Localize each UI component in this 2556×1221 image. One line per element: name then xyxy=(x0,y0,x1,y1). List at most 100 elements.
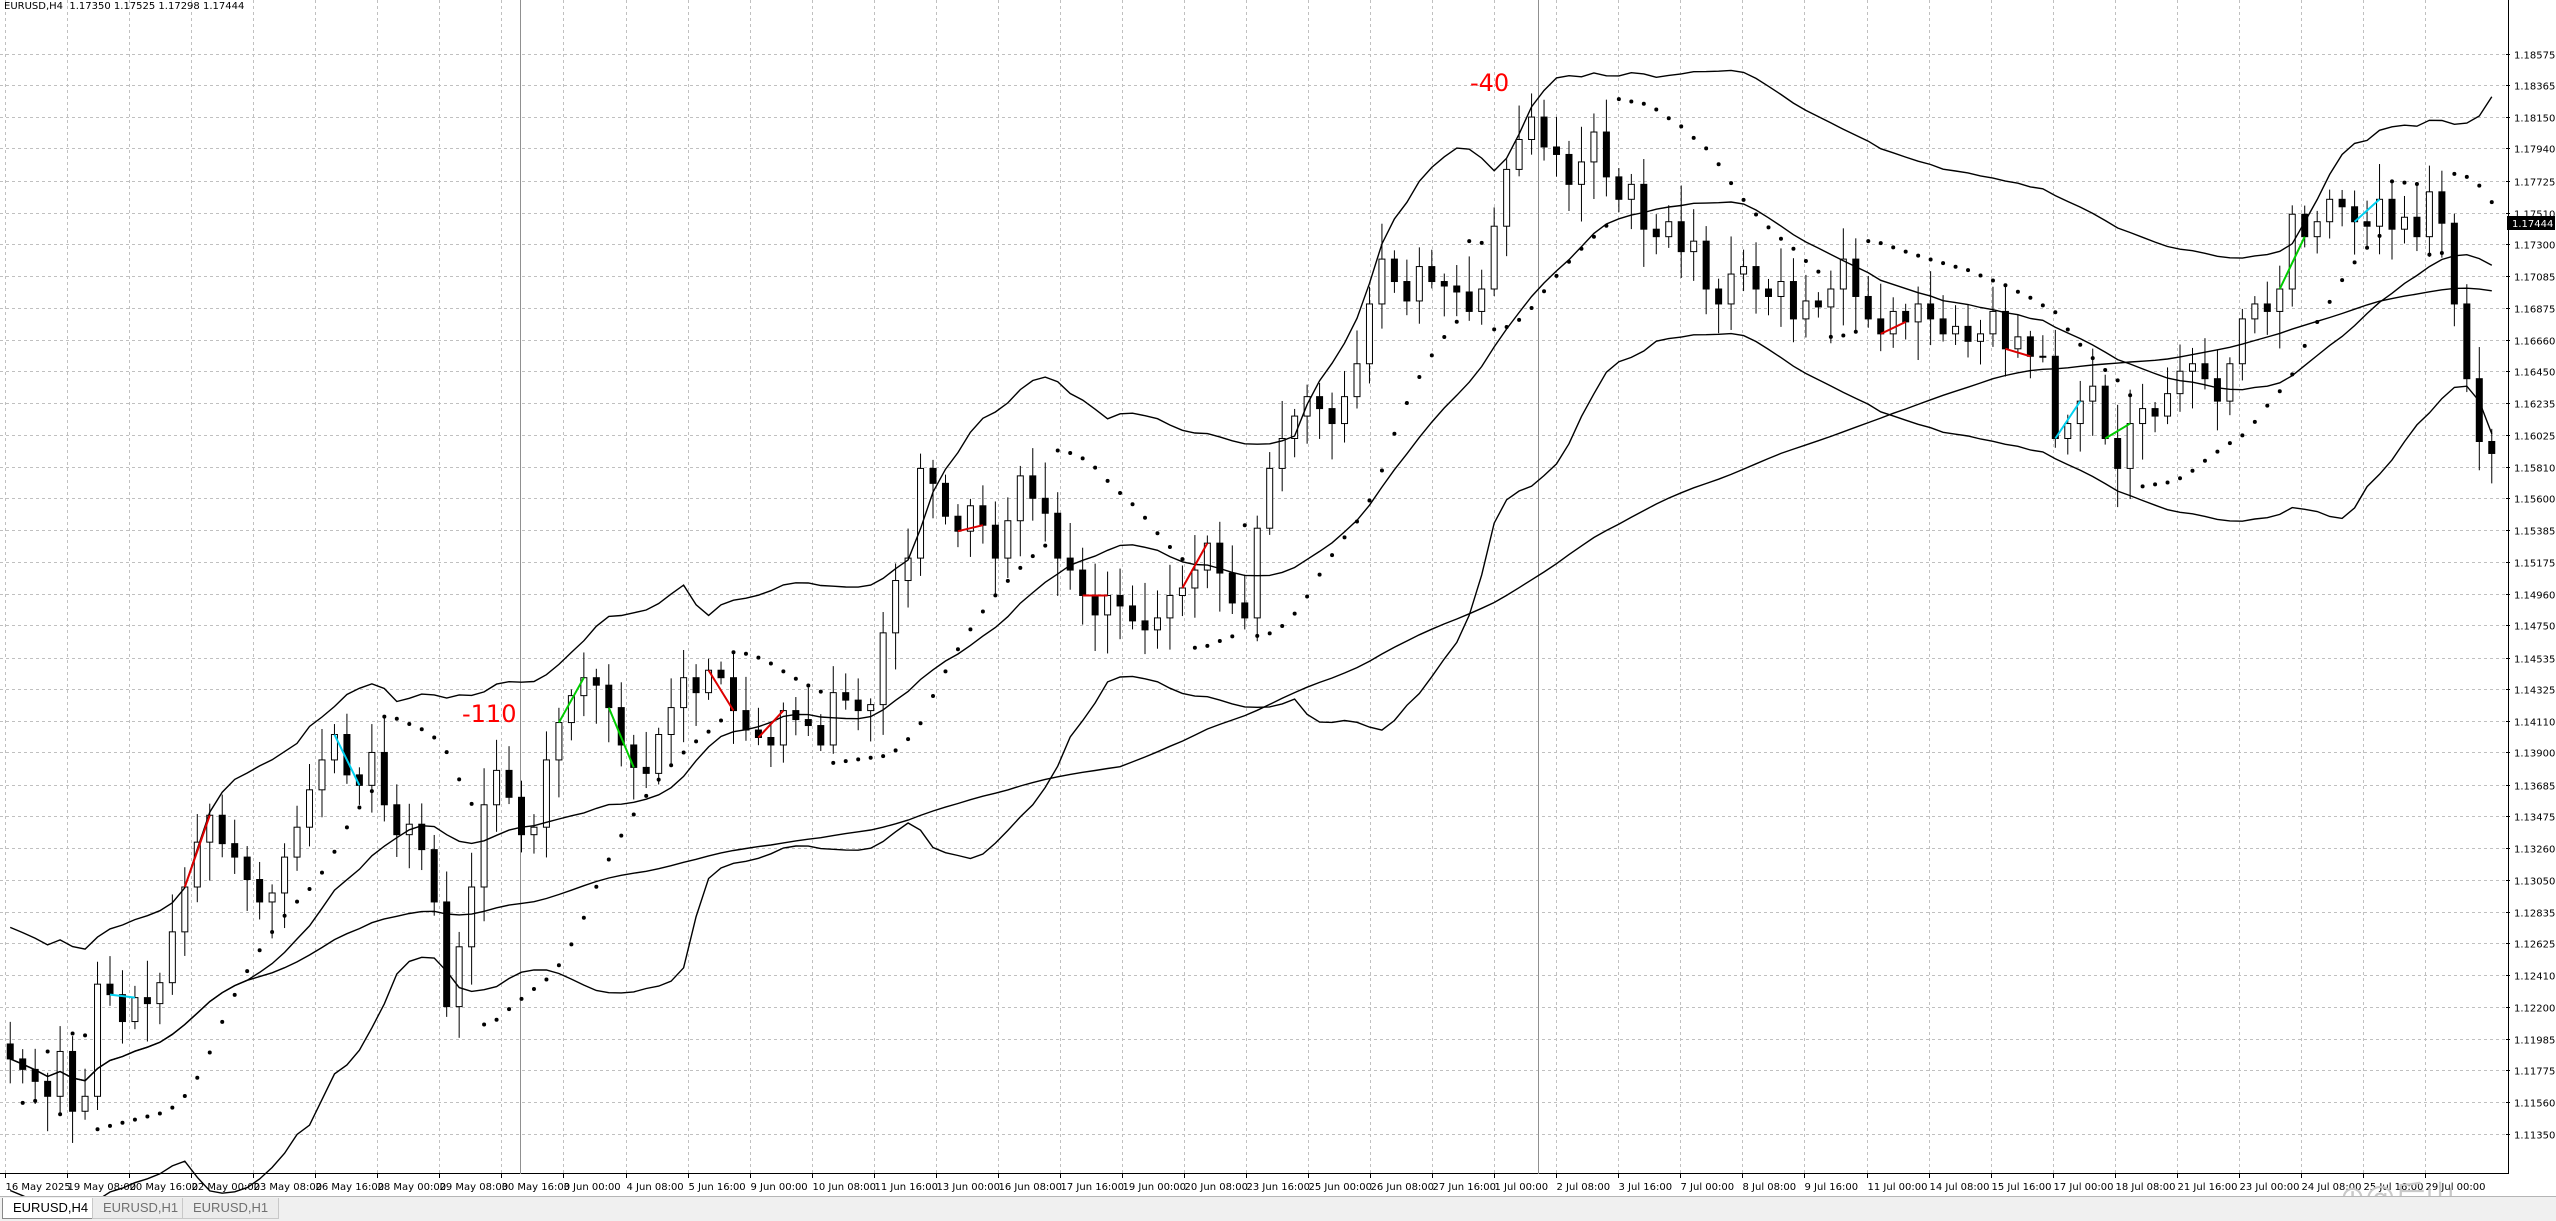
sar-dot xyxy=(2302,343,2307,348)
tab-eurusd-h1-b[interactable]: EURUSD,H1 xyxy=(182,1198,280,1219)
candle-body xyxy=(555,722,563,761)
sar-dot xyxy=(1404,400,1409,405)
candle-body xyxy=(2213,378,2221,402)
candle xyxy=(1864,275,1872,328)
candle xyxy=(1989,286,1997,347)
current-price-label: 1.17444 xyxy=(2512,219,2553,230)
candle xyxy=(143,960,151,1042)
sar-dot xyxy=(731,650,736,655)
candle-body xyxy=(1041,497,1049,514)
tab-eurusd-h4[interactable]: EURUSD,H4 xyxy=(2,1198,100,1219)
sar-dot xyxy=(220,1019,225,1024)
candle xyxy=(1839,228,1847,326)
candle xyxy=(1964,304,1972,358)
candle-body xyxy=(642,766,650,774)
candle-body xyxy=(2313,221,2321,238)
sar-dot xyxy=(1554,273,1559,278)
x-tick-label: 17 Jul 00:00 xyxy=(2054,1182,2114,1193)
sar-dot xyxy=(1342,535,1347,540)
chart-area[interactable]: 1.18575 1.18365 1.18150 1.17940 1.17725 1.175… xyxy=(0,0,2555,1196)
candle xyxy=(1129,585,1137,630)
sar-dot xyxy=(1754,212,1759,217)
tab-eurusd-h1-a[interactable]: EURUSD,H1 xyxy=(92,1198,190,1219)
x-tick-label: 13 Jun 00:00 xyxy=(937,1182,1001,1193)
candle-body xyxy=(1228,572,1236,604)
price-chart[interactable]: 1.18575 1.18365 1.18150 1.17940 1.17725 1.175… xyxy=(0,0,2556,1196)
candle xyxy=(1440,273,1448,317)
candle-body xyxy=(1927,303,1935,320)
candle-body xyxy=(2238,318,2246,365)
sar-dot xyxy=(58,1112,63,1117)
x-tick-label: 18 Jul 08:00 xyxy=(2116,1182,2176,1193)
candle-body xyxy=(854,699,862,712)
sar-dot xyxy=(2252,419,2257,424)
x-tick-label: 20 May 16:00 xyxy=(130,1182,199,1193)
candle xyxy=(268,884,276,939)
candle xyxy=(31,1048,39,1104)
candle-body xyxy=(1390,258,1398,283)
annotation-minus-110: -110 xyxy=(462,700,516,728)
candle xyxy=(2089,348,2097,436)
sar-dot xyxy=(494,1017,499,1022)
candle xyxy=(2001,286,2009,377)
signal-stroke xyxy=(2104,422,2131,440)
sar-dot xyxy=(2427,252,2432,257)
sar-dot xyxy=(132,1117,137,1122)
candle xyxy=(1153,590,1161,649)
candle-body xyxy=(1802,300,1810,320)
candle-body xyxy=(617,707,625,746)
sar-dot xyxy=(2003,283,2008,288)
candle-body xyxy=(1789,281,1797,320)
candle xyxy=(2176,344,2184,412)
candle xyxy=(2201,338,2209,390)
candle xyxy=(1291,408,1299,458)
candle-body xyxy=(2288,213,2296,290)
sar-dot xyxy=(2227,441,2232,446)
candle xyxy=(1278,400,1286,492)
candle-body xyxy=(1640,183,1648,230)
sar-dot xyxy=(1953,264,1958,269)
y-tick-label: 1.11775 xyxy=(2514,1067,2555,1078)
candle-body xyxy=(94,983,102,1097)
sar-dot xyxy=(1167,545,1172,550)
sar-dot xyxy=(1517,317,1522,322)
sar-dot xyxy=(2290,372,2295,377)
sar-dot xyxy=(307,887,312,892)
sar-dot xyxy=(2015,289,2020,294)
sar-dot xyxy=(619,833,624,838)
candle-body xyxy=(1104,594,1112,616)
sar-dot xyxy=(70,1031,75,1036)
candle xyxy=(580,652,588,717)
candle-body xyxy=(1054,512,1062,559)
sar-dot xyxy=(980,609,985,614)
candle-body xyxy=(2014,336,2022,350)
candle xyxy=(1328,392,1336,460)
candle-body xyxy=(1827,288,1835,308)
sar-dot xyxy=(382,714,387,719)
candle xyxy=(418,803,426,871)
candle xyxy=(2413,185,2421,252)
sar-dot xyxy=(207,1050,212,1055)
y-tick-label: 1.16660 xyxy=(2514,337,2555,348)
candle xyxy=(729,654,737,744)
sar-dot xyxy=(1093,465,1098,470)
sar-dot xyxy=(1841,333,1846,338)
candle xyxy=(168,894,176,995)
candle-body xyxy=(1777,281,1785,297)
candle-body xyxy=(380,751,388,806)
candle xyxy=(2213,350,2221,431)
candle-body xyxy=(655,734,663,774)
candle xyxy=(318,728,326,818)
candle-body xyxy=(393,804,401,836)
candle xyxy=(1166,564,1174,650)
y-tick-label: 1.14110 xyxy=(2514,718,2555,729)
sar-dot xyxy=(1704,146,1709,151)
candle xyxy=(1715,278,1723,334)
sar-dot xyxy=(881,754,886,759)
sar-dot xyxy=(1255,633,1260,638)
candle-body xyxy=(2326,198,2334,223)
candle-body xyxy=(1166,594,1174,619)
candle-body xyxy=(2338,198,2346,208)
sar-dot xyxy=(407,722,412,727)
candle xyxy=(542,731,550,858)
